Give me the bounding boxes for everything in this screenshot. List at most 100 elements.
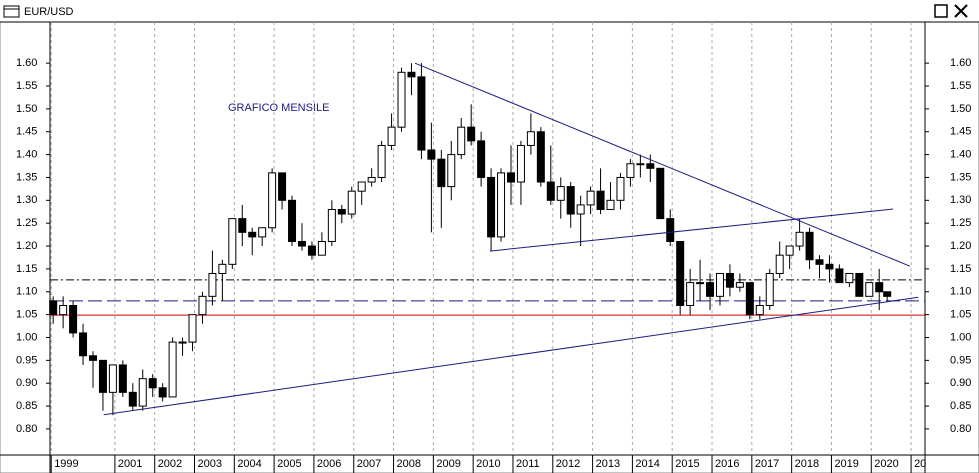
y-tick-label: 1.50 xyxy=(16,103,37,115)
candle-body xyxy=(337,208,346,215)
candle-body xyxy=(59,304,68,316)
x-tick-label: 2001 xyxy=(118,458,142,470)
y-tick-label: 0.95 xyxy=(950,354,971,366)
y-tick-label: 1.40 xyxy=(950,149,971,161)
x-tick-label: 2007 xyxy=(357,458,381,470)
y-tick-label: 1.45 xyxy=(950,126,971,138)
candle-body xyxy=(755,304,764,316)
candle-body xyxy=(158,387,167,398)
close-button[interactable] xyxy=(954,4,968,18)
y-tick-label: 1.25 xyxy=(16,217,37,229)
candle-body xyxy=(835,268,844,284)
candle-body xyxy=(198,295,207,316)
candle-body xyxy=(725,272,734,288)
candle-body xyxy=(367,176,376,183)
candle-body xyxy=(258,227,267,238)
candle-body xyxy=(477,140,486,178)
candle-body xyxy=(178,341,187,344)
x-tick-label: 2009 xyxy=(436,458,460,470)
title-bar xyxy=(0,0,979,22)
candle-body xyxy=(497,172,506,238)
x-tick-label: 2010 xyxy=(476,458,500,470)
x-tick-label: 20 xyxy=(914,458,926,470)
candle-body xyxy=(576,204,585,215)
y-tick-label: 0.90 xyxy=(950,377,971,389)
candle-body xyxy=(138,378,147,407)
candle-body xyxy=(387,126,396,146)
y-tick-label: 1.40 xyxy=(16,149,37,161)
candle-body xyxy=(606,199,615,210)
y-tick-label: 1.25 xyxy=(950,217,971,229)
candle-body xyxy=(397,71,406,128)
y-tick-label: 1.60 xyxy=(16,57,37,69)
candle-body xyxy=(317,240,326,256)
x-tick-label: 2015 xyxy=(675,458,699,470)
candle-body xyxy=(765,272,774,306)
candle-body xyxy=(457,126,466,156)
x-tick-label: 2002 xyxy=(158,458,182,470)
candle-body xyxy=(108,364,117,393)
candle-body xyxy=(706,282,715,297)
y-tick-label: 1.05 xyxy=(16,309,37,321)
y-tick-label: 1.20 xyxy=(16,240,37,252)
candle-body xyxy=(148,378,157,389)
maximize-button[interactable] xyxy=(934,4,948,18)
x-tick-label: 2019 xyxy=(834,458,858,470)
candle-body xyxy=(88,355,97,361)
candle-body xyxy=(49,300,58,316)
candle-body xyxy=(377,144,386,178)
candle-body xyxy=(248,231,257,238)
y-tick-label: 1.15 xyxy=(950,263,971,275)
x-tick-label: 2003 xyxy=(198,458,222,470)
candle-body xyxy=(238,218,247,233)
candle-body xyxy=(208,272,217,297)
candle-body xyxy=(646,163,655,169)
candle-body xyxy=(855,272,864,297)
x-tick-label: 2004 xyxy=(237,458,261,470)
candle-body xyxy=(79,332,88,357)
candle-body xyxy=(347,190,356,215)
trend-line xyxy=(489,208,894,252)
candle-body xyxy=(636,163,645,166)
x-tick-label: 2018 xyxy=(795,458,819,470)
candle-body xyxy=(327,208,336,242)
y-tick-label: 1.50 xyxy=(950,103,971,115)
y-tick-label: 1.35 xyxy=(950,171,971,183)
candle-body xyxy=(883,291,892,297)
candle-body xyxy=(825,263,834,270)
x-tick-label: 2013 xyxy=(596,458,620,470)
annotation: GRAFICO MENSILE xyxy=(228,102,329,114)
y-tick-label: 0.90 xyxy=(16,377,37,389)
y-tick-label: 0.95 xyxy=(16,354,37,366)
candle-body xyxy=(845,272,854,284)
candle-body xyxy=(467,126,476,142)
candle-body xyxy=(815,259,824,265)
candle-body xyxy=(556,186,565,201)
candle-body xyxy=(118,364,127,393)
y-tick-label: 1.05 xyxy=(950,309,971,321)
y-tick-label: 1.00 xyxy=(950,331,971,343)
candle-body xyxy=(407,71,416,78)
candle-body xyxy=(128,391,137,407)
y-tick-label: 1.45 xyxy=(16,126,37,138)
x-tick-label: 2011 xyxy=(516,458,540,470)
y-tick-label: 1.30 xyxy=(16,194,37,206)
candle-body xyxy=(566,186,575,215)
candle-body xyxy=(735,282,744,288)
candle-body xyxy=(268,172,277,229)
x-tick-label: 2020 xyxy=(874,458,898,470)
candle-body xyxy=(526,131,535,146)
candle-body xyxy=(188,314,197,343)
candle-body xyxy=(437,158,446,188)
candle-body xyxy=(69,304,78,334)
candle-body xyxy=(168,341,177,398)
y-tick-label: 1.00 xyxy=(16,331,37,343)
candle-body xyxy=(586,190,595,206)
candle-body xyxy=(775,254,784,274)
candle-body xyxy=(785,245,794,256)
candle-body xyxy=(686,282,695,306)
candle-body xyxy=(875,282,884,293)
candle-body xyxy=(676,240,685,306)
candle-body xyxy=(427,149,436,160)
